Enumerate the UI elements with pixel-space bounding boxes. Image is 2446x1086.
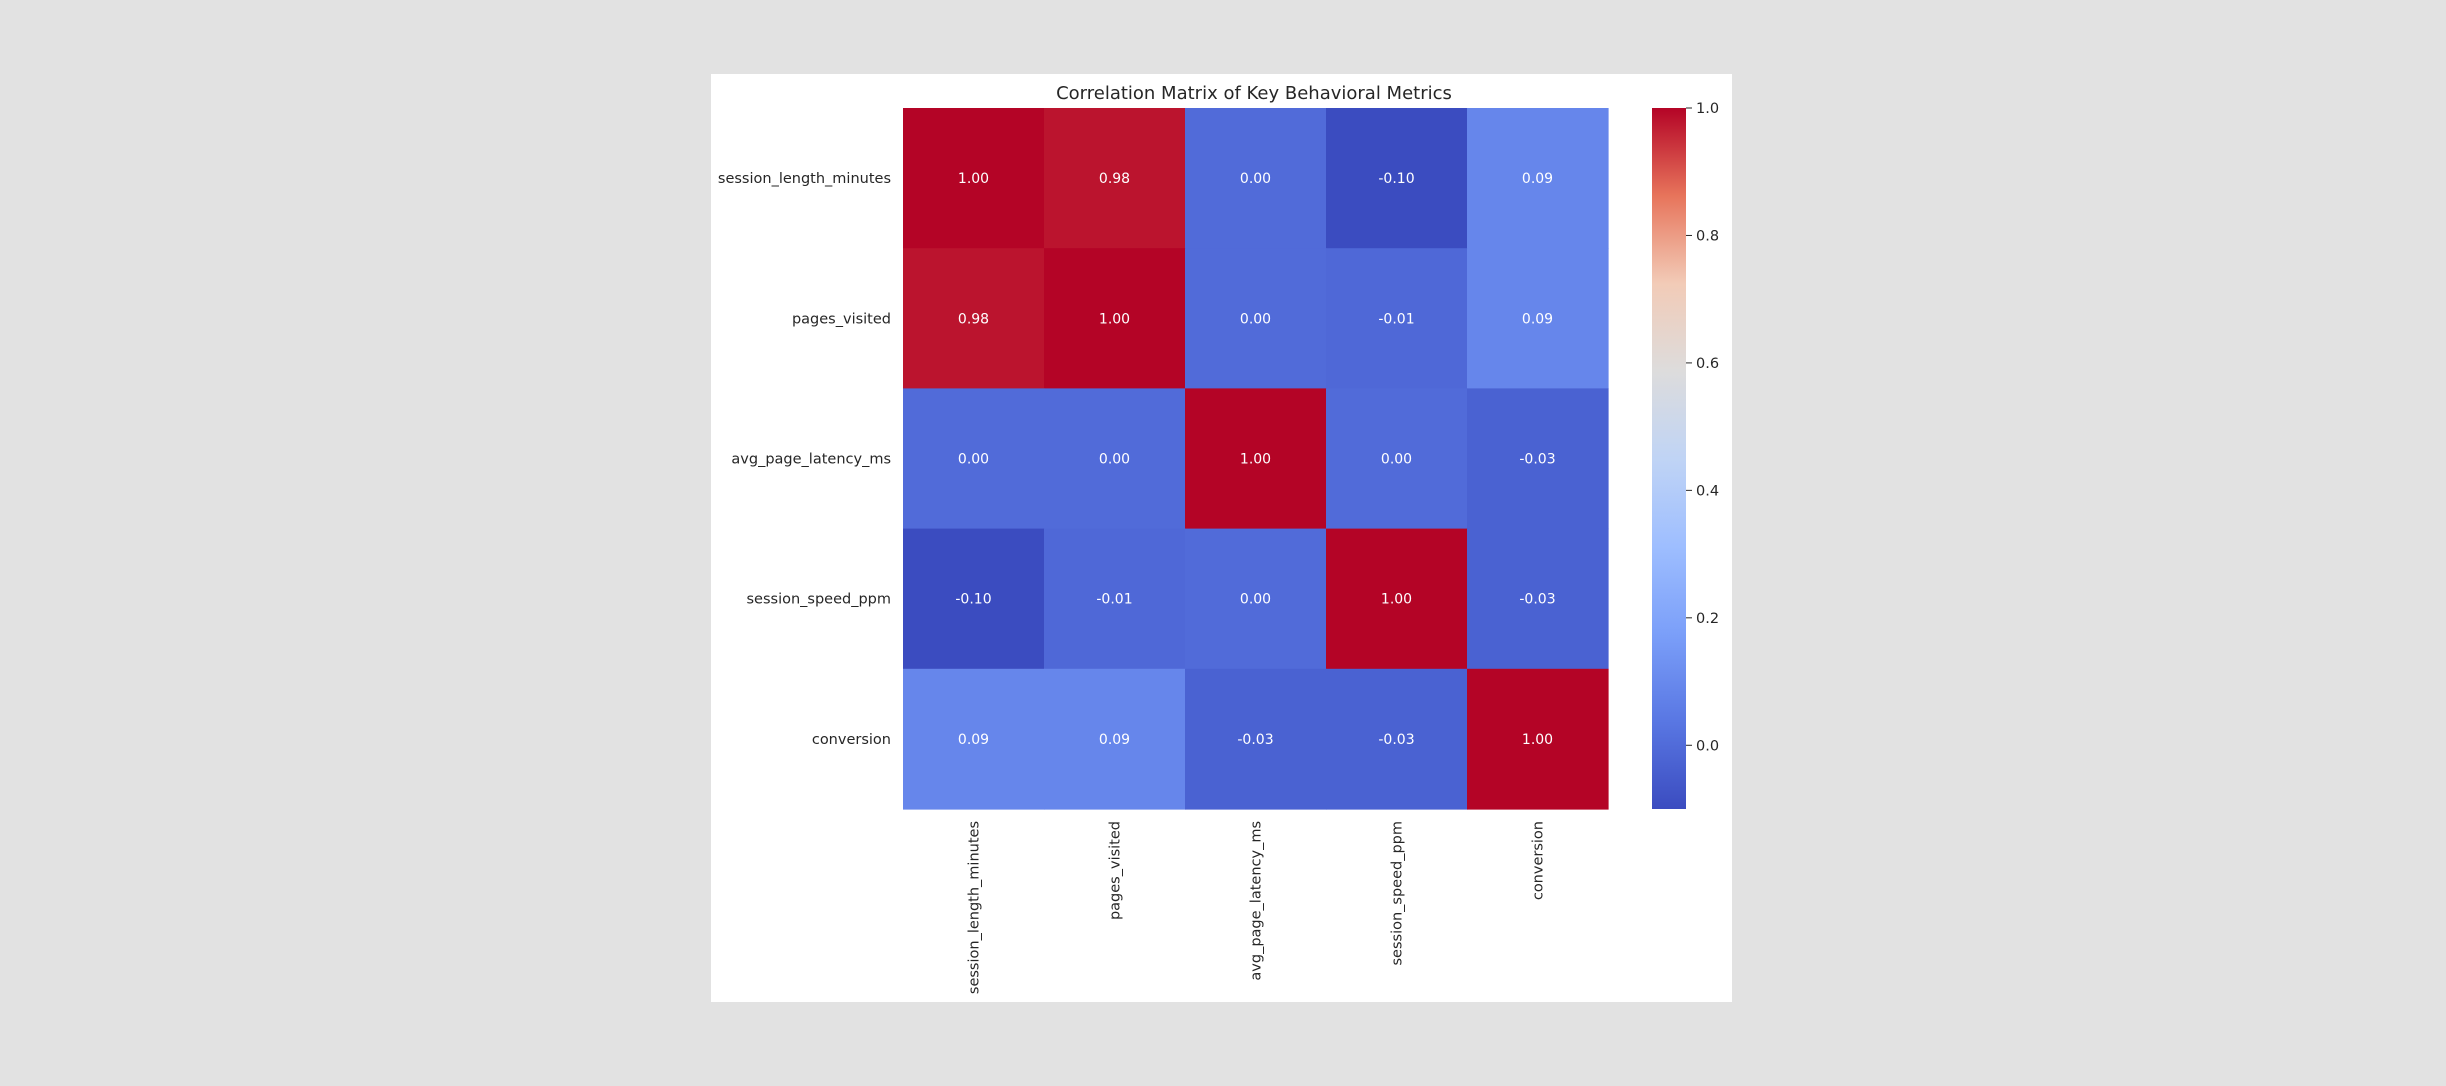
heatmap-cell <box>1467 388 1609 530</box>
cell-value-label: 1.00 <box>1522 732 1553 748</box>
cell-value-label: 0.98 <box>1099 171 1130 187</box>
cell-value-label: -0.10 <box>955 592 991 608</box>
cell-value-label: 0.00 <box>1240 171 1271 187</box>
cell-value-label: 0.00 <box>958 452 989 468</box>
cell-value-label: -0.01 <box>1378 311 1414 327</box>
heatmap-cell <box>1044 248 1186 389</box>
heatmap-cell <box>1044 388 1186 530</box>
heatmap-cell <box>1185 528 1327 670</box>
cell-value-label: 1.00 <box>1240 452 1271 468</box>
heatmap-chart: Correlation Matrix of Key Behavioral Met… <box>718 83 1719 994</box>
chart-figure: Correlation Matrix of Key Behavioral Met… <box>711 74 1732 1002</box>
cell-value-label: 0.98 <box>958 311 989 327</box>
column-label: session_speed_ppm <box>1390 821 1406 966</box>
heatmap-cell <box>1044 528 1186 670</box>
heatmap-cell <box>1326 248 1468 389</box>
cell-value-label: 0.00 <box>1240 592 1271 608</box>
colorbar-tick-label: 0.4 <box>1696 483 1719 499</box>
heatmap-cell <box>903 108 1045 249</box>
heatmap-cell <box>1185 248 1327 389</box>
heatmap-cells: 1.00 0.98 0.00 -0.10 0.09 0.98 1.00 0.00 -0.01 0.… <box>903 108 1609 810</box>
row-label: session_speed_ppm <box>746 592 891 608</box>
row-label: avg_page_latency_ms <box>731 452 891 468</box>
cell-value-label: -0.01 <box>1096 592 1132 608</box>
heatmap-cell <box>903 388 1045 530</box>
colorbar: 0.0 0.2 0.4 0.6 0.8 1.0 <box>1652 101 1719 809</box>
cell-value-label: -0.03 <box>1378 732 1414 748</box>
column-label: conversion <box>1531 821 1547 900</box>
heatmap-cell <box>1044 668 1186 810</box>
cell-value-label: 0.09 <box>958 732 989 748</box>
cell-value-label: 0.00 <box>1240 311 1271 327</box>
cell-value-label: -0.03 <box>1519 452 1555 468</box>
colorbar-tick-label: 1.0 <box>1696 101 1719 117</box>
heatmap-cell <box>903 668 1045 810</box>
row-label: conversion <box>812 732 891 748</box>
heatmap-cell <box>1185 108 1327 249</box>
row-label: pages_visited <box>792 311 891 327</box>
row-label: session_length_minutes <box>718 171 891 187</box>
cell-value-label: 0.09 <box>1099 732 1130 748</box>
cell-value-label: -0.10 <box>1378 171 1414 187</box>
cell-value-label: 1.00 <box>1381 592 1412 608</box>
cell-value-label: 1.00 <box>1099 311 1130 327</box>
heatmap-cell <box>1326 528 1468 670</box>
colorbar-gradient <box>1652 108 1686 809</box>
cell-value-label: 0.00 <box>1381 452 1412 468</box>
cell-value-label: -0.03 <box>1519 592 1555 608</box>
row-labels: session_length_minutes pages_visited avg_p… <box>718 171 891 748</box>
cell-value-label: 0.09 <box>1522 311 1553 327</box>
heatmap-cell <box>1185 388 1327 530</box>
cell-value-label: 0.00 <box>1099 452 1130 468</box>
cell-value-label: 0.09 <box>1522 171 1553 187</box>
colorbar-tick-label: 0.6 <box>1696 356 1719 372</box>
heatmap-cell <box>1467 528 1609 670</box>
column-labels: session_length_minutes pages_visited avg_p… <box>967 821 1547 994</box>
cell-value-label: -0.03 <box>1237 732 1273 748</box>
heatmap-cell <box>1467 248 1609 389</box>
colorbar-tick-label: 0.8 <box>1696 228 1719 244</box>
heatmap-cell <box>903 528 1045 670</box>
column-label: session_length_minutes <box>967 821 983 994</box>
colorbar-tick-label: 0.2 <box>1696 611 1719 627</box>
heatmap-cell <box>903 248 1045 389</box>
heatmap-cell <box>1185 668 1327 810</box>
colorbar-ticks: 0.0 0.2 0.4 0.6 0.8 1.0 <box>1686 101 1719 754</box>
heatmap-cell <box>1467 668 1609 810</box>
heatmap-cell <box>1326 108 1468 249</box>
heatmap-cell <box>1044 108 1186 249</box>
column-label: pages_visited <box>1108 821 1124 920</box>
colorbar-tick-label: 0.0 <box>1696 738 1719 754</box>
cell-value-label: 1.00 <box>958 171 989 187</box>
heatmap-cell <box>1326 668 1468 810</box>
column-label: avg_page_latency_ms <box>1249 821 1265 981</box>
chart-title: Correlation Matrix of Key Behavioral Met… <box>1056 83 1452 104</box>
heatmap-cell <box>1326 388 1468 530</box>
heatmap-cell <box>1467 108 1609 249</box>
